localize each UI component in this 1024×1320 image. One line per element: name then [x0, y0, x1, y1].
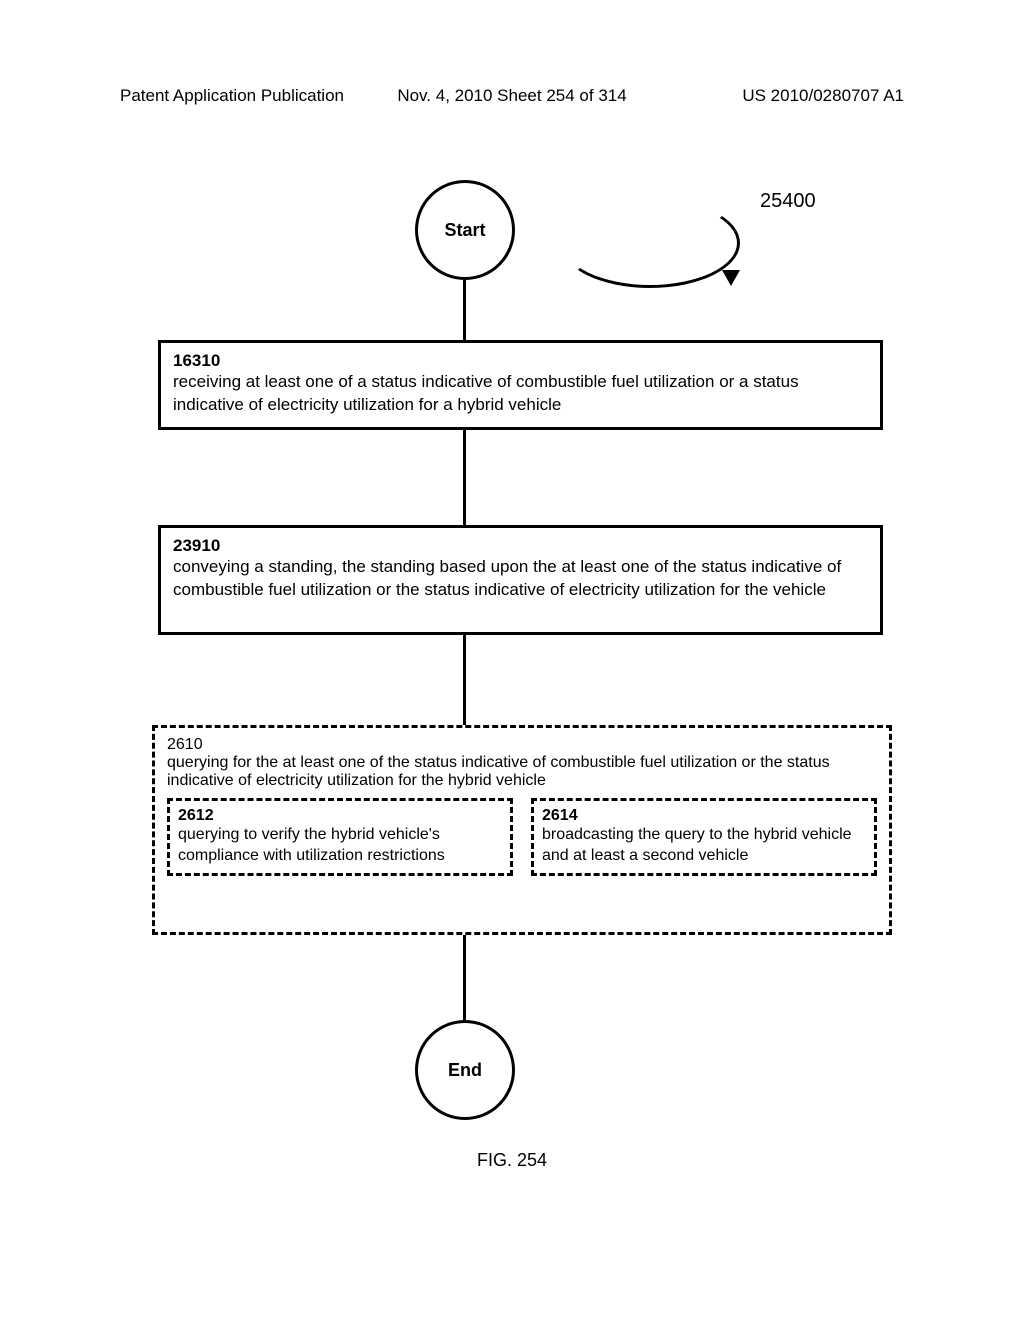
- start-label: Start: [444, 220, 485, 241]
- step-num: 2610: [167, 736, 877, 754]
- figure-label: FIG. 254: [477, 1150, 547, 1171]
- header-right: US 2010/0280707 A1: [742, 86, 904, 106]
- substep-2614: 2614 broadcasting the query to the hybri…: [531, 798, 877, 876]
- header-center: Nov. 4, 2010 Sheet 254 of 314: [397, 86, 626, 106]
- step-num: 16310: [173, 351, 868, 371]
- step-2610: 2610 querying for the at least one of th…: [152, 725, 892, 935]
- step-text: conveying a standing, the standing based…: [173, 556, 868, 602]
- step-num: 23910: [173, 536, 868, 556]
- step-23910: 23910 conveying a standing, the standing…: [158, 525, 883, 635]
- step-16310: 16310 receiving at least one of a status…: [158, 340, 883, 430]
- connector-2: [463, 430, 466, 525]
- start-node: Start: [415, 180, 515, 280]
- step-text: receiving at least one of a status indic…: [173, 371, 868, 417]
- end-node: End: [415, 1020, 515, 1120]
- ref-arrowhead: [722, 270, 740, 286]
- flowchart: Start 25400 16310 receiving at least one…: [0, 150, 1024, 1150]
- substep-2612: 2612 querying to verify the hybrid vehic…: [167, 798, 513, 876]
- ref-number: 25400: [760, 190, 816, 213]
- page-header: Patent Application Publication Nov. 4, 2…: [0, 86, 1024, 106]
- connector-4: [463, 935, 466, 1020]
- ref-arc: [560, 198, 740, 288]
- header-left: Patent Application Publication: [120, 86, 344, 106]
- substep-text: querying to verify the hybrid vehicle's …: [178, 825, 502, 867]
- connector-1: [463, 280, 466, 340]
- connector-3: [463, 635, 466, 725]
- step-text: querying for the at least one of the sta…: [167, 754, 877, 790]
- substep-text: broadcasting the query to the hybrid veh…: [542, 825, 866, 867]
- end-label: End: [448, 1060, 482, 1081]
- substep-num: 2612: [178, 807, 502, 825]
- substep-num: 2614: [542, 807, 866, 825]
